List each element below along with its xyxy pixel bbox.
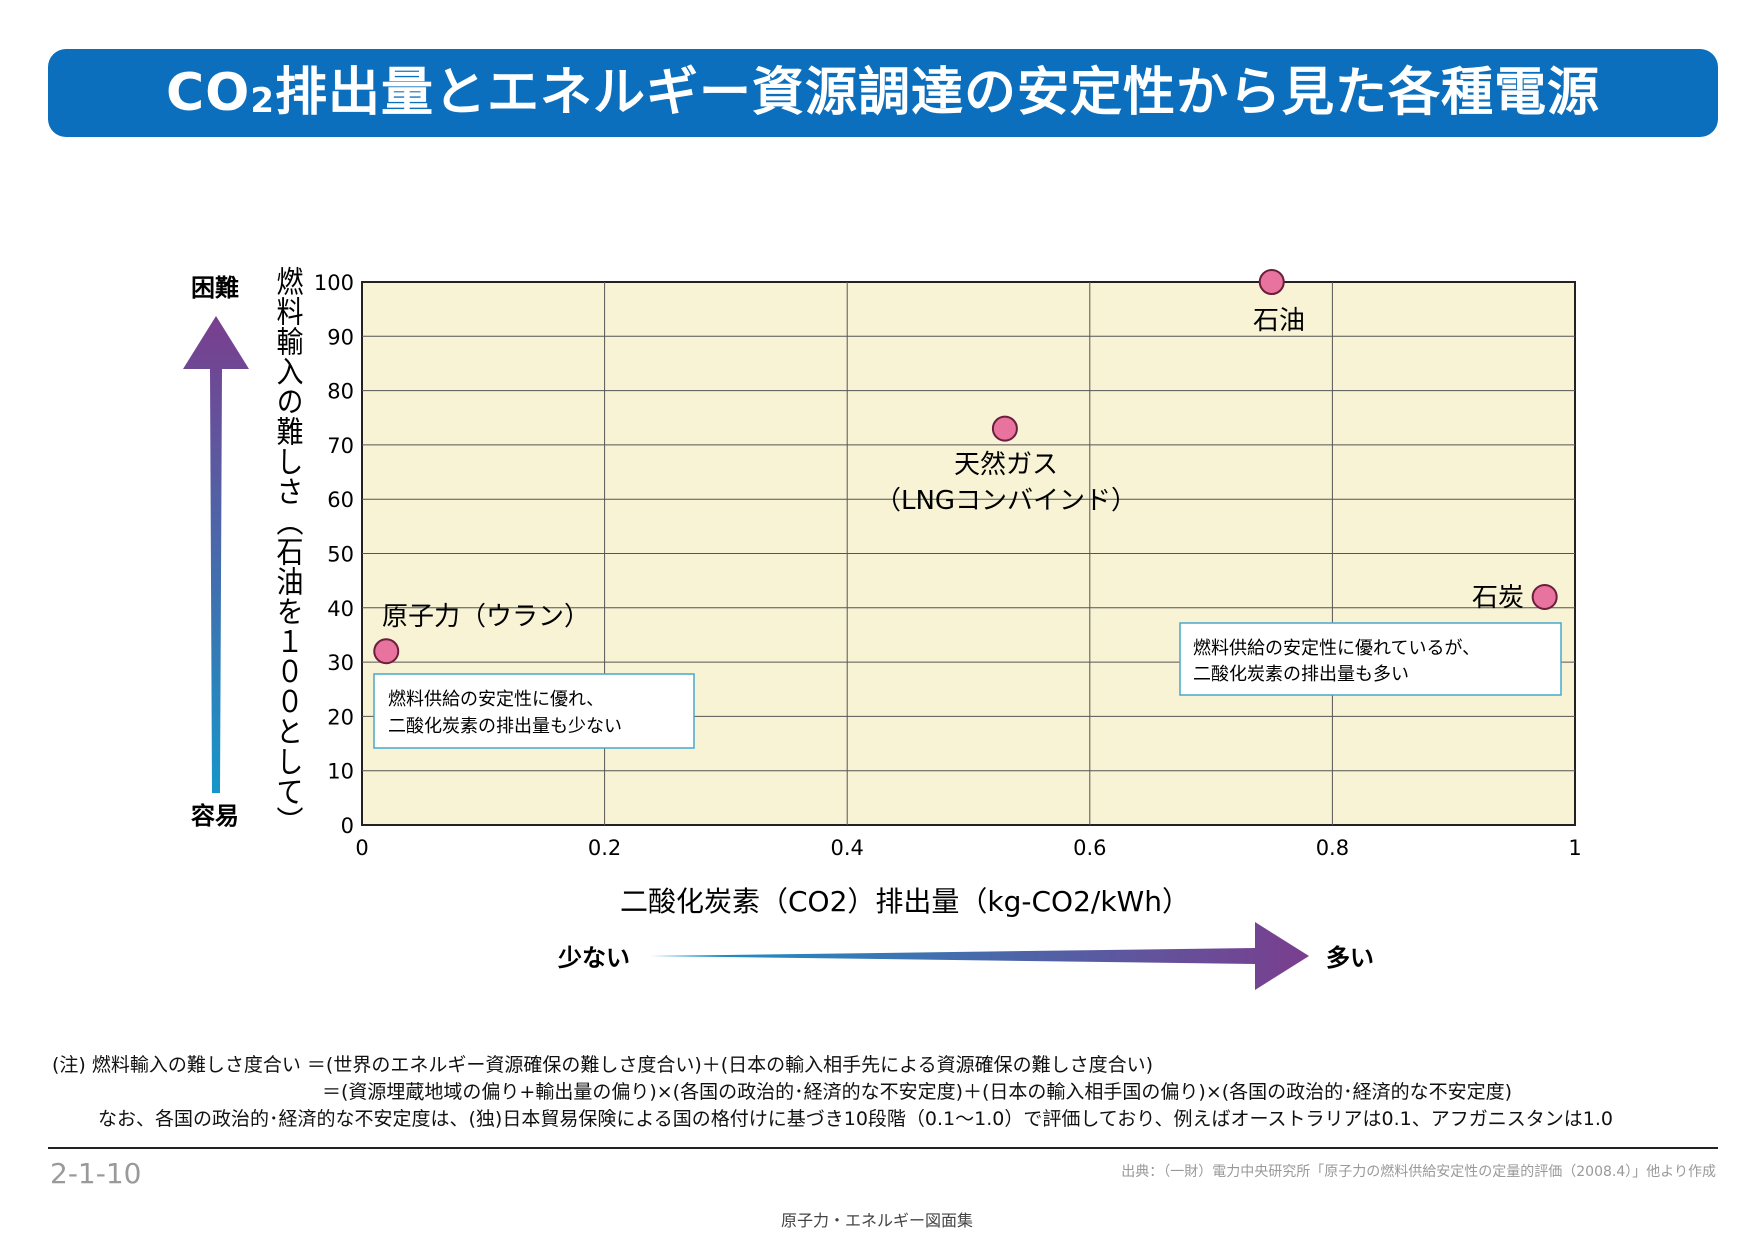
label-gas-line1: 天然ガス (954, 450, 1058, 480)
y-tick-label: 100 (314, 271, 354, 295)
page-title: CO2排出量とエネルギー資源調達の安定性から見た各種電源 (165, 63, 1601, 123)
label-coal: 石炭 (1472, 583, 1524, 613)
y-tick-label: 90 (327, 325, 354, 349)
x-tick-label: 0 (355, 836, 368, 860)
data-point-0 (373, 638, 400, 665)
label-nuclear: 原子力（ウラン） (382, 602, 590, 632)
coal-annotation-line2: 二酸化炭素の排出量も多い (1193, 664, 1409, 685)
label-gas-line2: （LNGコンバインド） (875, 486, 1137, 516)
source-citation: 出典：（一財）電力中央研究所「原子力の燃料供給安定性の定量的評価（2008.4）… (1121, 1164, 1716, 1180)
x-arrow-left-label: 少ない (557, 944, 630, 972)
note-line-3: なお、各国の政治的･経済的な不安定度は、(独)日本貿易保険による国の格付けに基づ… (98, 1108, 1613, 1130)
footer-rule (48, 1147, 1718, 1149)
y-tick-label: 80 (327, 380, 354, 404)
x-axis-label: 二酸化炭素（CO2）排出量（kg-CO2/kWh） (620, 885, 1190, 918)
x-tick-label: 1 (1568, 836, 1581, 860)
data-point-3 (1531, 583, 1558, 610)
title-banner: CO2排出量とエネルギー資源調達の安定性から見た各種電源 (48, 49, 1718, 137)
x-tick-label: 0.2 (588, 836, 621, 860)
x-tick-label: 0.4 (830, 836, 863, 860)
y-axis-label: 燃料輸入の難しさ（石油を１００として） (272, 266, 304, 836)
coal-annotation-line1: 燃料供給の安定性に優れているが、 (1193, 638, 1480, 659)
note-line-2: ＝(資源埋蔵地域の偏り+輸出量の偏り)×(各国の政治的･経済的な不安定度)＋(日… (322, 1081, 1513, 1103)
difficulty-arrow (183, 316, 249, 793)
y-tick-label: 10 (327, 760, 354, 784)
y-tick-label: 20 (327, 705, 354, 729)
y-tick-label: 40 (327, 597, 354, 621)
nuclear-annotation-line1: 燃料供給の安定性に優れ、 (388, 689, 604, 710)
x-tick-label: 0.8 (1316, 836, 1349, 860)
coal-annotation-box (1179, 622, 1562, 696)
y-tick-label: 0 (341, 814, 354, 838)
y-tick-label: 60 (327, 488, 354, 512)
label-oil: 石油 (1253, 306, 1305, 336)
x-tick-label: 0.6 (1073, 836, 1106, 860)
y-arrow-top-label: 困難 (191, 274, 239, 302)
data-point-2 (1258, 269, 1285, 295)
x-arrow-right-label: 多い (1326, 944, 1374, 972)
data-point-1 (991, 415, 1018, 442)
y-tick-label: 70 (327, 434, 354, 458)
nuclear-annotation-box (373, 673, 695, 749)
publication-title: 原子力・エネルギー図面集 (780, 1211, 973, 1230)
note-line-1: (注) 燃料輸入の難しさ度合い ＝(世界のエネルギー資源確保の難しさ度合い)＋(… (52, 1054, 1153, 1076)
emission-arrow (650, 922, 1309, 990)
y-tick-label: 50 (327, 543, 354, 567)
page-number: 2-1-10 (50, 1157, 142, 1190)
y-arrow-bottom-label: 容易 (191, 802, 239, 830)
nuclear-annotation-line2: 二酸化炭素の排出量も少ない (388, 716, 622, 737)
y-tick-label: 30 (327, 651, 354, 675)
